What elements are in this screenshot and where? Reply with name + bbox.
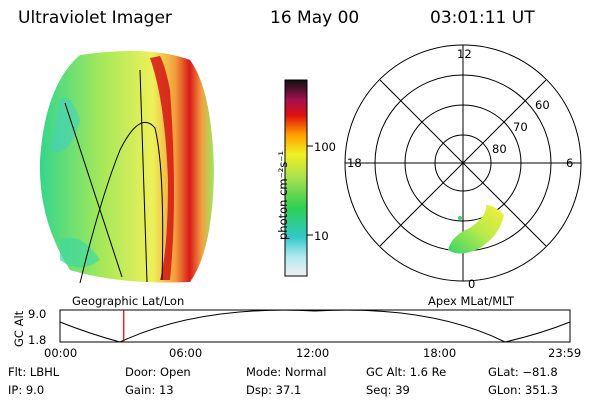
glon-info: GLon: 351.3 [488, 383, 558, 397]
longitude-line [64, 102, 123, 278]
date-label: 16 May 00 [270, 8, 360, 28]
mlt-label-6: 6 [566, 156, 574, 170]
altitude-tick-bottom: 1.8 [28, 333, 47, 347]
mlt-label-18: 18 [347, 156, 362, 170]
colorbar-unit-label: photon cm⁻²s⁻¹ [276, 151, 290, 240]
latitude-curve [79, 122, 164, 284]
mlat-label-60: 60 [535, 98, 550, 112]
polar-grid [344, 44, 582, 282]
colorbar-tick-100: 100 [314, 140, 336, 154]
colorbar-tick-10: 10 [314, 229, 329, 243]
auroral-arc-bright [150, 56, 174, 280]
altitude-curve [59, 309, 571, 343]
ip-info: IP: 9.0 [8, 383, 45, 397]
mlt-label-0: 0 [468, 277, 476, 291]
mlat-label-80: 80 [492, 142, 507, 156]
door-info: Door: Open [125, 365, 191, 379]
geographic-auroral-image [39, 51, 214, 284]
gain-info: Gain: 13 [125, 383, 174, 397]
time-tick-2359: 23:59 [548, 346, 582, 360]
auroral-oval-emission [448, 205, 504, 254]
longitude-line [139, 69, 148, 283]
instrument-title: Ultraviolet Imager [18, 8, 172, 28]
altitude-plot [59, 309, 571, 343]
colorbar [284, 79, 313, 277]
filter-info: Flt: LBHL [8, 365, 60, 379]
seq-info: Seq: 39 [366, 383, 410, 397]
time-tick-1200: 12:00 [296, 346, 330, 360]
mlat-label-70: 70 [513, 120, 528, 134]
time-tick-0600: 06:00 [169, 346, 203, 360]
geographic-caption: Geographic Lat/Lon [72, 294, 185, 308]
time-tick-1800: 18:00 [423, 346, 457, 360]
glat-info: GLat: −81.8 [488, 365, 558, 379]
time-tick-0000: 00:00 [44, 346, 78, 360]
altitude-tick-top: 9.0 [28, 307, 47, 321]
time-label: 03:01:11 UT [430, 8, 535, 28]
mlt-label-12: 12 [457, 47, 472, 61]
gc-alt-info: GC Alt: 1.6 Re [366, 365, 447, 379]
apex-caption: Apex MLat/MLT [428, 294, 515, 308]
altitude-axis-label: GC Alt [12, 310, 26, 347]
mode-info: Mode: Normal [246, 365, 327, 379]
dsp-info: Dsp: 37.1 [246, 383, 302, 397]
